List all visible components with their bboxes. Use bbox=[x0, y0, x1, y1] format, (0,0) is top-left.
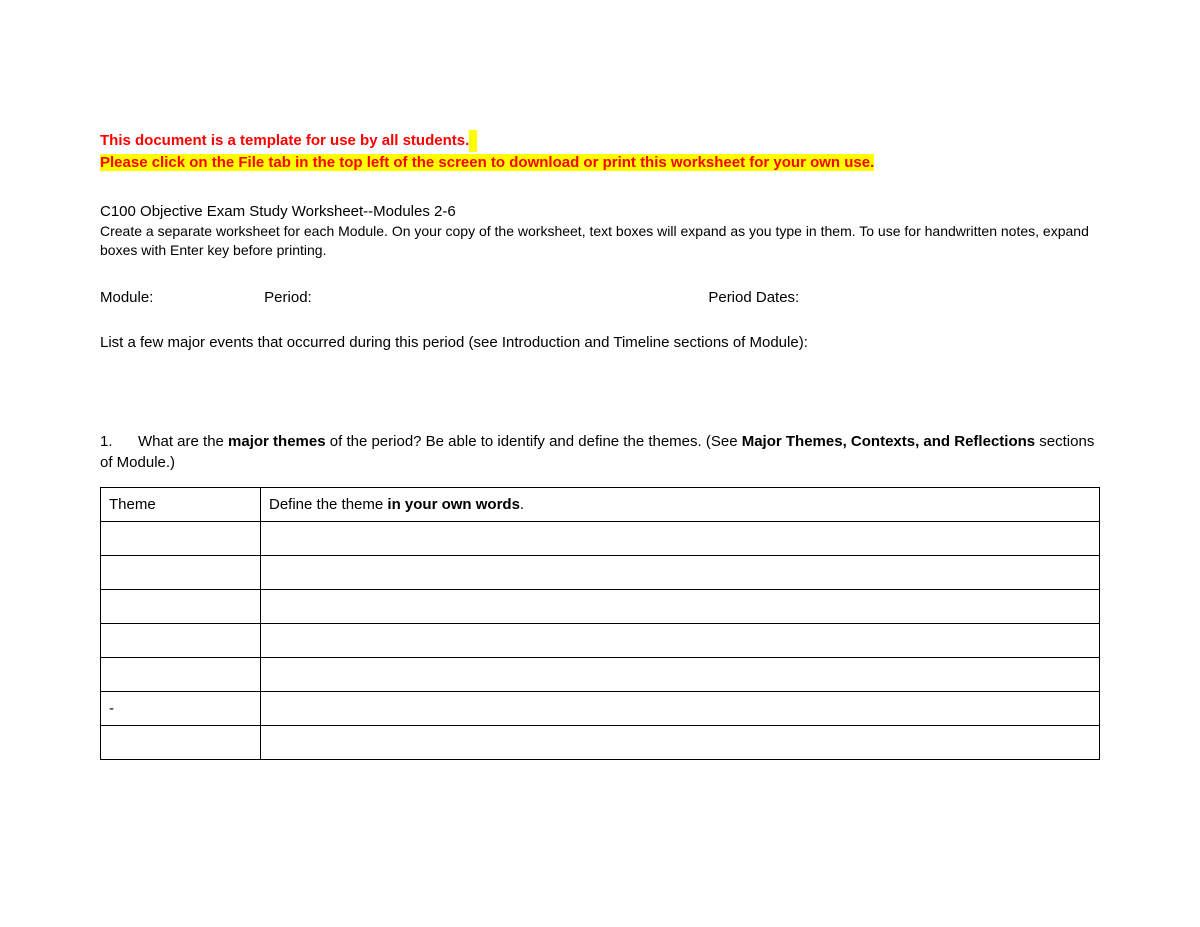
cell-define[interactable] bbox=[261, 623, 1100, 657]
notice-line-1: This document is a template for use by a… bbox=[100, 132, 477, 149]
q1-mid: of the period? Be able to identify and d… bbox=[326, 433, 742, 450]
notice-line-2: Please click on the File tab in the top … bbox=[100, 154, 874, 171]
cell-theme[interactable] bbox=[101, 657, 261, 691]
cell-define[interactable] bbox=[261, 657, 1100, 691]
cell-theme[interactable] bbox=[101, 555, 261, 589]
themes-table: Theme Define the theme in your own words… bbox=[100, 487, 1100, 760]
table-row bbox=[101, 521, 1100, 555]
worksheet-title: C100 Objective Exam Study Worksheet--Mod… bbox=[100, 203, 1100, 220]
q1-bold-2: Major Themes, Contexts, and Reflections bbox=[742, 433, 1035, 450]
table-row bbox=[101, 657, 1100, 691]
period-label: Period: bbox=[264, 289, 704, 306]
cell-define[interactable] bbox=[261, 725, 1100, 759]
worksheet-instructions: Create a separate worksheet for each Mod… bbox=[100, 222, 1100, 261]
table-row bbox=[101, 555, 1100, 589]
cell-theme[interactable] bbox=[101, 623, 261, 657]
col-theme: Theme bbox=[101, 487, 261, 521]
cell-theme[interactable] bbox=[101, 725, 261, 759]
col-define-pre: Define the theme bbox=[269, 496, 387, 513]
cell-define[interactable] bbox=[261, 555, 1100, 589]
q1-pre: What are the bbox=[138, 433, 228, 450]
table-row bbox=[101, 623, 1100, 657]
cell-theme[interactable] bbox=[101, 589, 261, 623]
table-row bbox=[101, 589, 1100, 623]
notice-highlight-trail bbox=[469, 130, 477, 152]
col-define-punct: . bbox=[520, 496, 524, 513]
table-row: - bbox=[101, 691, 1100, 725]
cell-theme[interactable] bbox=[101, 521, 261, 555]
table-header-row: Theme Define the theme in your own words… bbox=[101, 487, 1100, 521]
period-dates-label: Period Dates: bbox=[708, 289, 799, 306]
col-define-bold: in your own words bbox=[387, 496, 520, 513]
col-define: Define the theme in your own words. bbox=[261, 487, 1100, 521]
cell-theme[interactable]: - bbox=[101, 691, 261, 725]
question-1: 1.What are the major themes of the perio… bbox=[100, 431, 1100, 473]
cell-define[interactable] bbox=[261, 521, 1100, 555]
field-row: Module: Period: Period Dates: bbox=[100, 289, 1100, 306]
events-prompt: List a few major events that occurred du… bbox=[100, 334, 1100, 351]
notice-block: This document is a template for use by a… bbox=[100, 130, 1100, 173]
notice-line-1-text: This document is a template for use by a… bbox=[100, 132, 469, 149]
module-label: Module: bbox=[100, 289, 260, 306]
cell-define[interactable] bbox=[261, 589, 1100, 623]
table-row bbox=[101, 725, 1100, 759]
themes-tbody: - bbox=[101, 521, 1100, 759]
cell-define[interactable] bbox=[261, 691, 1100, 725]
question-number: 1. bbox=[100, 431, 138, 452]
q1-bold-1: major themes bbox=[228, 433, 326, 450]
